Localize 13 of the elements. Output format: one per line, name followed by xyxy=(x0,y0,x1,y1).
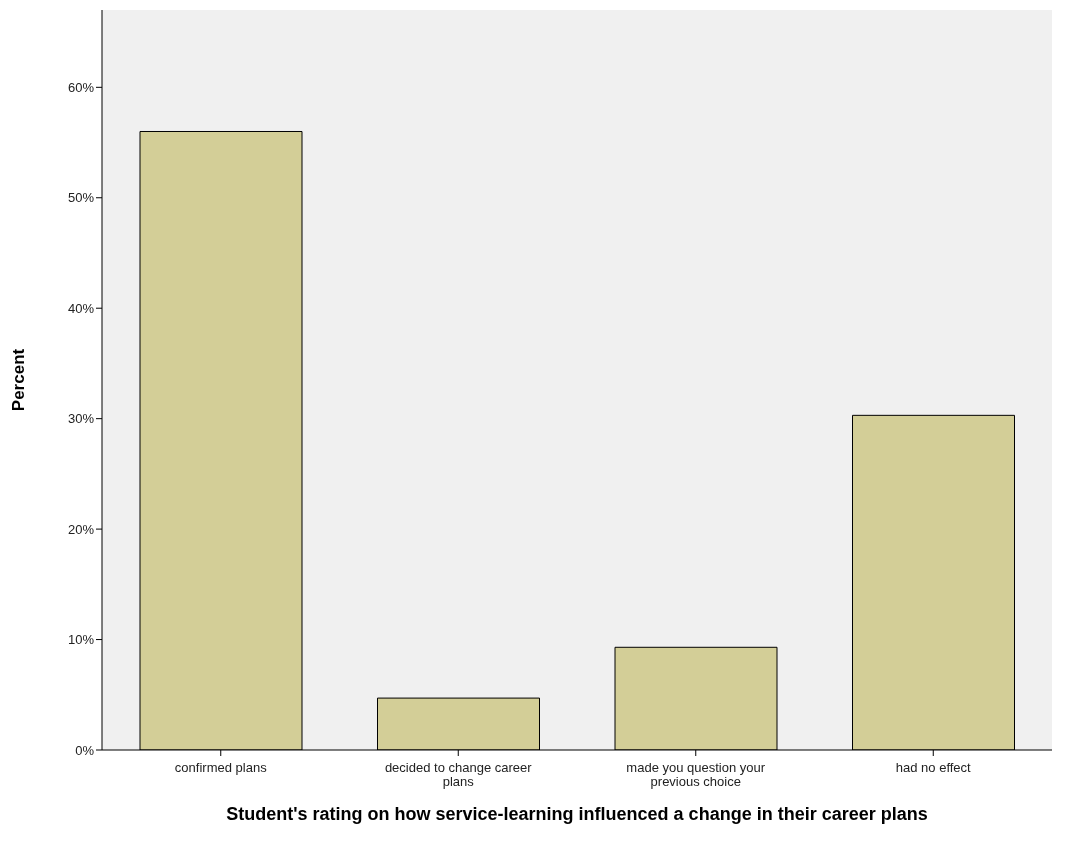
x-tick-label: had no effect xyxy=(895,760,972,775)
x-tick-label: decided to change career plans xyxy=(384,760,533,789)
y-axis-title: Percent xyxy=(9,348,29,412)
x-tick-label: made you question your previous choice xyxy=(626,760,766,789)
y-tick-label: 0% xyxy=(75,742,95,758)
y-tick-label: 50% xyxy=(67,190,95,206)
x-axis-title: Student's rating on how service-learning influenced a change in their career plans xyxy=(225,804,929,824)
x-tick-label: confirmed plans xyxy=(174,760,268,775)
y-tick-label: 30% xyxy=(67,411,95,427)
y-tick-label: 20% xyxy=(67,521,95,537)
y-tick-label: 60% xyxy=(67,79,95,95)
y-tick-label: 40% xyxy=(67,300,95,316)
y-tick-label: 10% xyxy=(67,632,95,648)
